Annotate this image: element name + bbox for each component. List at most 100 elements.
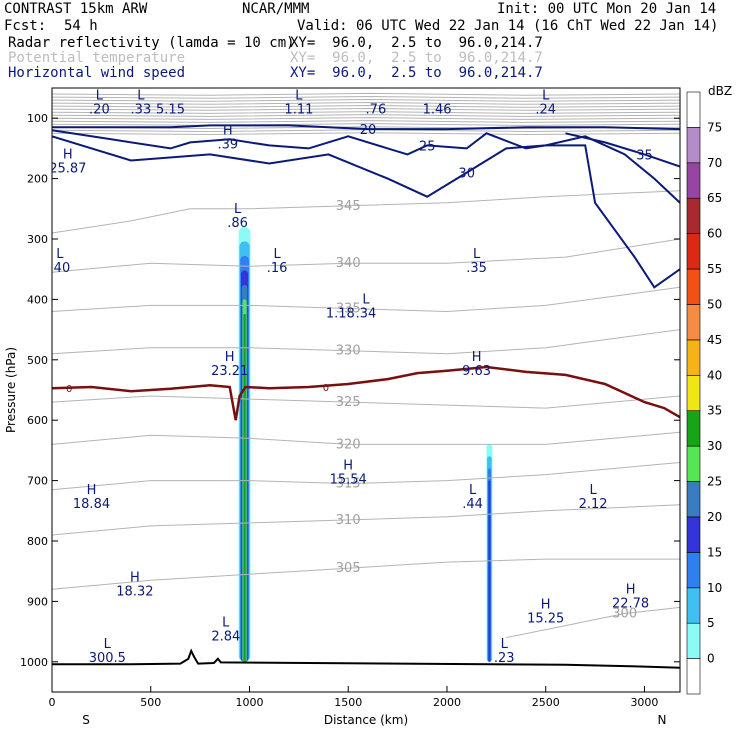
wind-contour-label: 30	[458, 167, 475, 182]
extremum-marker: H	[343, 459, 353, 474]
colorbar-level-label: 55	[707, 262, 722, 276]
colorbar-swatch	[686, 91, 701, 128]
x-tick-label: 3000	[630, 696, 658, 709]
x-tick-label: 1500	[334, 696, 362, 709]
org-label: NCAR/MMM	[242, 1, 310, 17]
extremum-value: .24	[535, 102, 556, 117]
x-tick-label: 2000	[433, 696, 461, 709]
y-tick-label: 500	[27, 354, 48, 367]
wind-contour	[52, 124, 680, 131]
extremum-marker: L	[473, 247, 481, 262]
theta-contour-label: 335	[336, 302, 361, 317]
y-tick-label: 300	[27, 233, 48, 246]
x-tick-label: 2500	[532, 696, 560, 709]
y-tick-label: 700	[27, 475, 48, 488]
x-tick-label: 500	[140, 696, 161, 709]
reflectivity-cell-1-level-20	[488, 480, 491, 662]
wind-contour	[52, 135, 680, 204]
field-wind-name: Horizontal wind speed	[8, 65, 186, 81]
theta-contour-upper	[52, 132, 680, 136]
colorbar-swatch	[686, 516, 701, 553]
extremum-value: 2.84	[211, 630, 240, 645]
field-theta-name: Potential temperature	[8, 50, 186, 66]
colorbar-swatch	[686, 445, 701, 482]
colorbar-level-label: 5	[707, 616, 715, 630]
extremum-value: 300.5	[89, 651, 126, 666]
theta-contour-upper	[52, 107, 680, 111]
extremum-value: .44	[462, 497, 483, 512]
fcst-label: Fcst:	[4, 18, 47, 34]
extremum-marker: H	[63, 148, 73, 163]
colorbar-level-label: 40	[707, 368, 722, 382]
colorbar-level-label: 15	[707, 545, 722, 559]
extremum-marker: L	[542, 88, 550, 103]
theta-contour	[52, 431, 680, 445]
freezing-level-label: 0	[66, 384, 72, 395]
theta-contour-label: 330	[336, 344, 361, 359]
freezing-level-label: 0	[323, 383, 329, 394]
colorbar-level-label: 20	[707, 510, 722, 524]
wind-contour	[565, 132, 680, 168]
wind-contour	[52, 129, 680, 289]
colorbar-swatch	[686, 304, 701, 341]
extremum-marker: L	[137, 88, 145, 103]
colorbar-swatch	[686, 622, 701, 659]
colorbar-level-label: 35	[707, 404, 722, 418]
extremum-marker: L	[56, 247, 64, 262]
theta-contour-label: 325	[336, 395, 361, 410]
extremum-marker: H	[225, 350, 235, 365]
theta-contour-label: 320	[336, 437, 361, 452]
fcst-value: 54 h	[64, 18, 98, 34]
colorbar-level-label: 30	[707, 439, 722, 453]
extremum-value: 5.15	[156, 102, 185, 117]
theta-contour	[52, 395, 680, 409]
y-tick-label: 400	[27, 293, 48, 306]
theta-contour-upper	[52, 95, 680, 99]
extremum-value: 1.18	[326, 307, 355, 322]
colorbar-swatch	[686, 587, 701, 624]
theta-contour-upper	[52, 123, 680, 126]
colorbar-swatch	[686, 374, 701, 411]
extremum-value: .39	[217, 137, 238, 152]
theta-contour	[52, 462, 680, 491]
field-reflectivity-xy: XY= 96.0, 2.5 to 96.0,214.7	[290, 35, 543, 51]
theta-contour-label: 345	[336, 199, 361, 214]
colorbar-level-label: 75	[707, 120, 722, 134]
y-tick-label: 800	[27, 535, 48, 548]
theta-contour-label: 300	[612, 607, 637, 622]
valid-time: Valid: 06 UTC Wed 22 Jan 14 (16 ChT Wed …	[297, 18, 719, 34]
extremum-marker: L	[222, 616, 230, 631]
colorbar-level-label: 65	[707, 191, 722, 205]
theta-contour-upper	[52, 117, 680, 120]
x-tick-label: 1000	[235, 696, 263, 709]
extremum-marker: L	[104, 637, 112, 652]
extremum-marker: L	[96, 88, 104, 103]
extremum-value: 25.87	[49, 162, 86, 177]
extremum-value: 9.63	[462, 364, 491, 379]
theta-contour-label: 305	[336, 561, 361, 576]
theta-contour	[52, 238, 680, 273]
colorbar-level-label: 10	[707, 581, 722, 595]
theta-contour-label: 315	[336, 477, 361, 492]
colorbar-swatch	[686, 268, 701, 305]
extremum-value: 22.78	[612, 596, 649, 611]
north-label: N	[658, 713, 667, 727]
extremum-marker: L	[362, 293, 370, 308]
plot-frame	[51, 87, 681, 693]
extremum-value: .23	[494, 651, 515, 666]
colorbar-swatch	[686, 658, 701, 695]
theta-contour-label: 340	[336, 256, 361, 271]
extremum-marker: H	[130, 570, 140, 585]
init-time: Init: 00 UTC Mon 20 Jan 14	[497, 1, 717, 17]
extremum-value: 1.11	[284, 102, 313, 117]
y-axis-label: Pressure (hPa)	[4, 347, 18, 433]
theta-contour	[52, 558, 680, 590]
extremum-value: .35	[466, 261, 487, 276]
theta-contour-upper	[52, 101, 680, 105]
x-axis-label: Distance (km)	[324, 713, 408, 727]
colorbar-swatch	[686, 233, 701, 270]
field-theta-xy: XY= 96.0, 2.5 to 96.0,214.7	[290, 50, 543, 66]
wind-contour-label: 25	[419, 139, 436, 154]
theta-contour-upper	[52, 98, 680, 102]
theta-contour-upper	[52, 92, 680, 96]
